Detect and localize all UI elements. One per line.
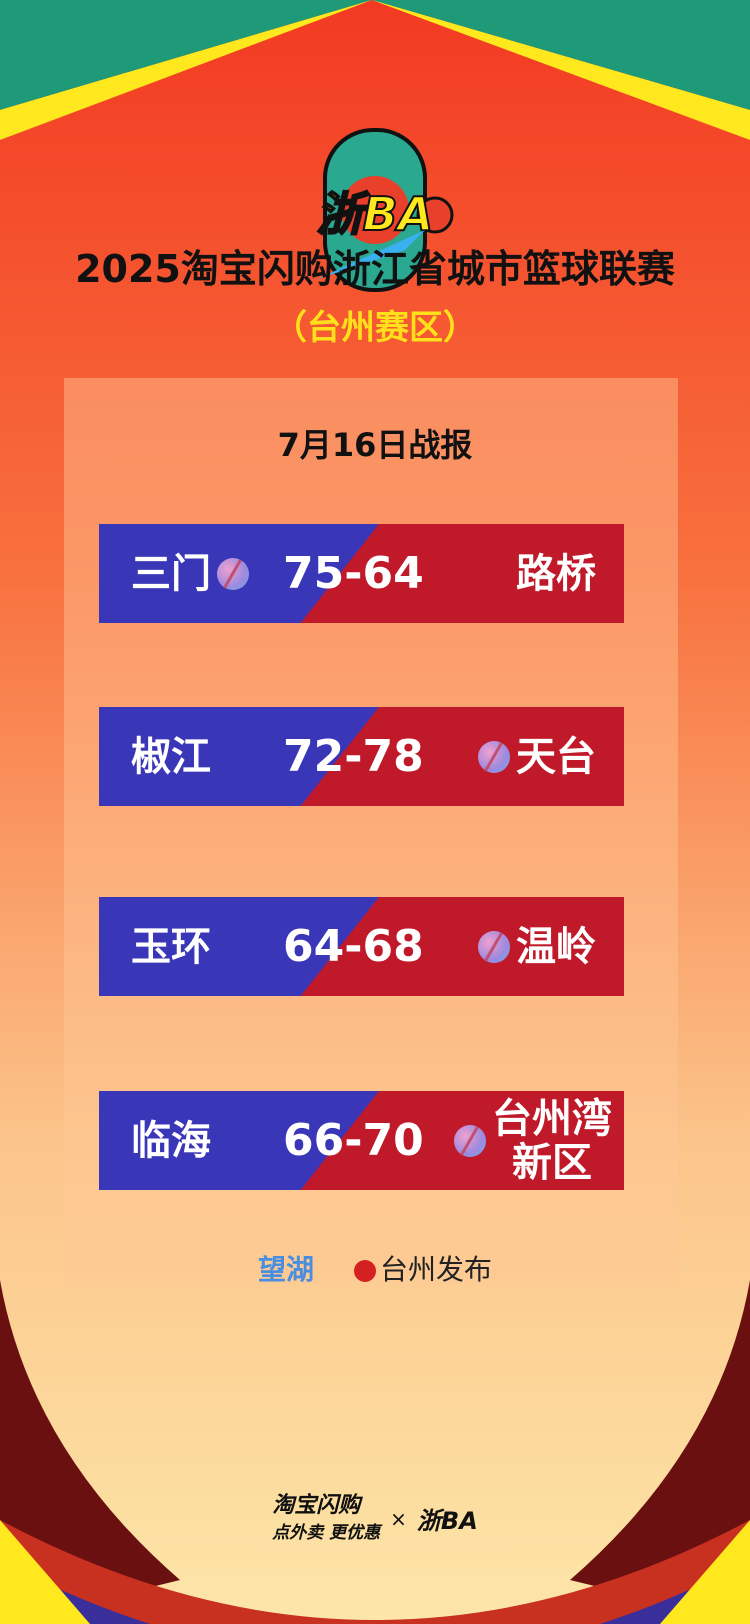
basketball-icon (217, 557, 249, 590)
home-team: 玉环 (131, 923, 211, 970)
game-row: 玉环 64-68 温岭 (99, 897, 624, 996)
logo-text: 浙BA (317, 187, 434, 241)
taizhou-release-icon (354, 1260, 376, 1282)
home-team: 三门 (131, 550, 211, 597)
sponsor-brand: 淘宝闪购 (272, 1493, 361, 1518)
wanghu-logo: 望湖 (257, 1253, 314, 1286)
away-team: 天台 (516, 733, 596, 780)
home-team: 临海 (131, 1117, 211, 1164)
game-row: 三门 75-64 路桥 (99, 524, 624, 623)
away-team: 温岭 (516, 923, 596, 970)
game-row: 临海 66-70 台州湾新区 (99, 1091, 624, 1190)
page-title: 2025淘宝闪购浙江省城市篮球联赛 (75, 247, 675, 291)
basketball-icon (454, 1124, 486, 1157)
times-sign: × (390, 1506, 407, 1531)
score: 66-70 (283, 1115, 424, 1166)
sponsor-slogan: 点外卖 更优惠 (272, 1523, 381, 1543)
score: 75-64 (283, 548, 424, 599)
basketball-icon (478, 930, 510, 963)
partner-logo: 浙BA (416, 1507, 478, 1535)
page-subtitle: （台州赛区） (273, 308, 477, 348)
report-date-title: 7月16日战报 (277, 426, 473, 464)
score: 72-78 (283, 731, 424, 782)
taizhou-release-logo: 台州发布 (380, 1253, 493, 1286)
zheba-logo: 浙BA (315, 128, 454, 292)
basketball-icon (478, 740, 510, 773)
game-row: 椒江 72-78 天台 (99, 707, 624, 806)
away-team: 路桥 (516, 550, 596, 597)
away-team: 台州湾新区 (492, 1095, 612, 1186)
score: 64-68 (283, 921, 424, 972)
sponsor-footer: 淘宝闪购 点外卖 更优惠 × 浙BA (0, 1493, 750, 1544)
source-logos: 望湖 台州发布 (0, 1248, 750, 1288)
home-team: 椒江 (131, 733, 211, 780)
